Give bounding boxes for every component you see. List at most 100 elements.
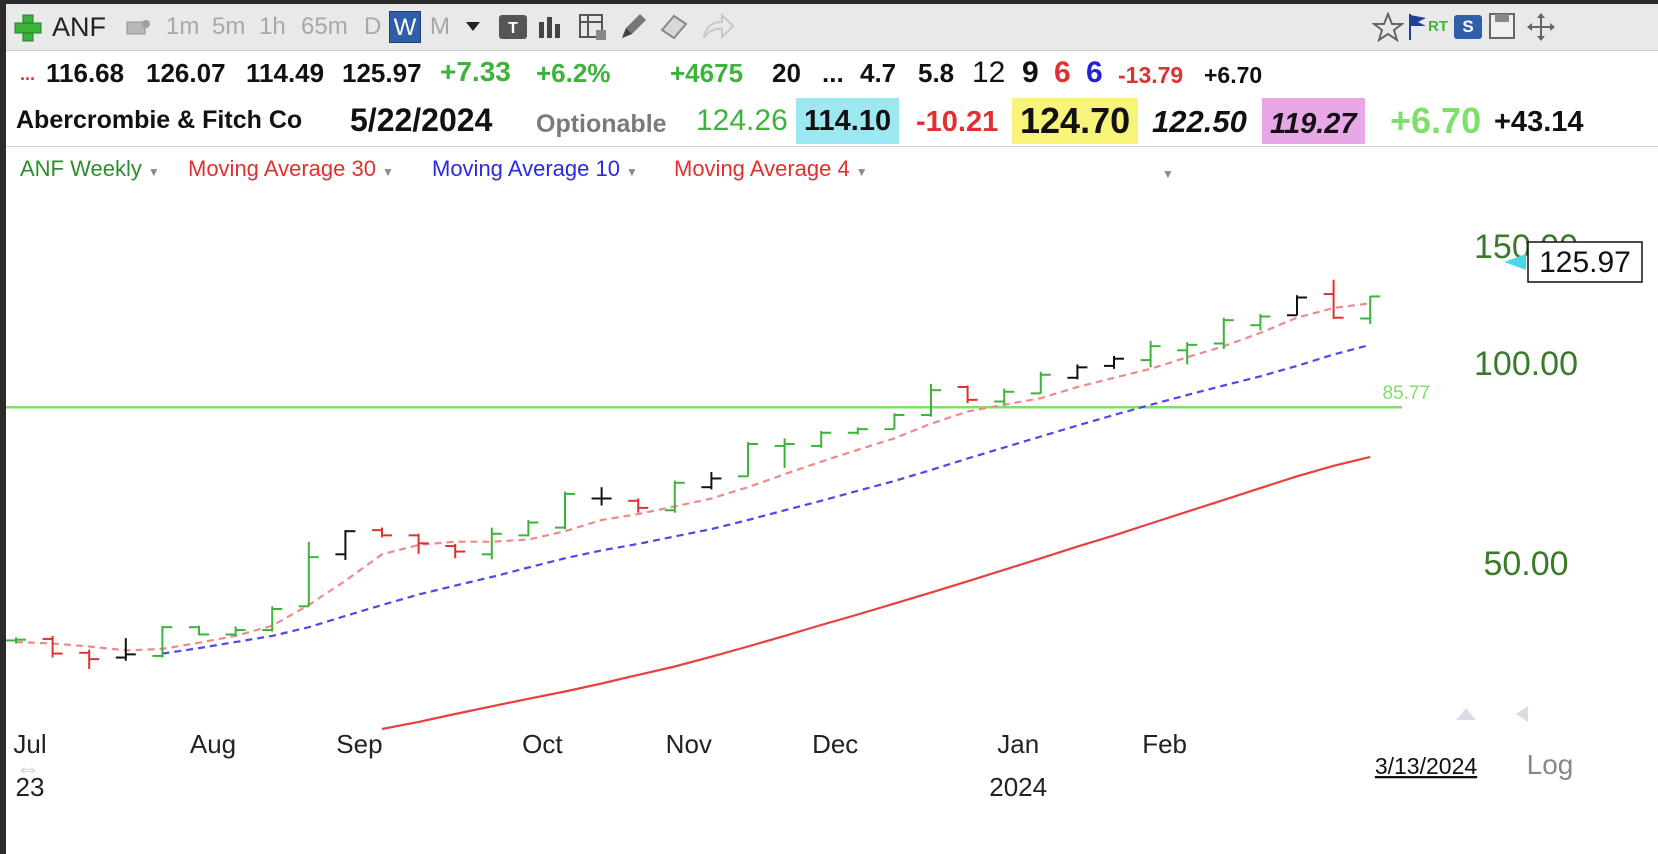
x-tick-label: Dec [812,729,858,759]
ohlc-bar [152,625,173,658]
bar-chart-icon[interactable] [536,14,566,40]
tool-icon[interactable] [124,16,152,40]
ohlc-bar [811,430,832,448]
pan-icon[interactable]: ⇔ [16,755,40,782]
quote-v3: 5.8 [918,58,955,88]
year-label: 23 [16,772,45,802]
study-ma4[interactable]: Moving Average 4 ▼ [674,156,868,182]
ohlc-bar [1030,371,1051,395]
move-icon[interactable] [1526,12,1556,42]
interval-1h[interactable]: 1h [259,13,286,40]
ohlc-bar [518,520,539,537]
ohlc-bar [1140,340,1161,368]
ohlc-bar [445,543,466,559]
quote-change-pct: +6.2% [536,58,611,88]
ohlc-bar [774,438,795,468]
chevron-down-icon[interactable] [464,20,482,34]
ohlc-bar [994,388,1015,405]
ohlc-bar [555,491,575,530]
hline-label: 85.77 [1382,383,1430,404]
ohlc-bar [189,625,209,636]
quote2-v7: +6.70 [1390,100,1482,141]
quote2-v4: 124.70 [1012,98,1139,144]
ohlc-bar [6,637,26,644]
quote-row-1: ... 116.68 126.07 114.49 125.97 +7.33 +6… [6,52,1658,98]
text-icon[interactable]: T [498,14,528,40]
x-tick-label: Nov [666,729,712,759]
ohlc-bar [738,442,758,478]
ohlc-bar [79,649,100,669]
study-ma30[interactable]: Moving Average 30 ▼ [188,156,394,182]
chart-marks [6,279,1402,730]
interval-5m[interactable]: 5m [212,13,246,40]
ohlc-bar [298,541,319,608]
y-tick-label: 100.00 [1474,345,1578,383]
ohlc-bar [408,533,429,554]
ohlc-bar [1067,364,1088,380]
x-tick-label: Jan [997,729,1039,759]
study-anf-weekly-label: ANF Weekly [20,156,142,181]
optionable-label: Optionable [536,110,667,138]
quote-close: 125.97 [342,58,422,88]
last-price-box [1527,241,1643,283]
interval-w[interactable]: W [389,11,421,43]
x-tick-label: Oct [522,729,563,759]
log-toggle[interactable]: Log [1527,749,1574,780]
ohlc-bar [591,487,612,506]
chevron-down-icon[interactable]: ▼ [147,165,160,179]
x-tick-label: Jul [13,729,46,759]
last-price-arrow [1504,254,1526,270]
ohlc-bar [957,385,978,404]
save-icon[interactable] [1488,12,1518,42]
pencil-icon[interactable] [618,12,648,42]
ohlc-bar [628,498,649,513]
ohlc-bar [115,638,136,661]
ohlc-bar [1177,342,1198,365]
chevron-down-icon[interactable]: ▼ [855,165,868,179]
quote-v7: 6 [1086,56,1103,89]
ohlc-bar [1213,317,1234,349]
ohlc-bar [225,626,246,636]
rt-icon[interactable]: RT [1428,18,1448,35]
interval-m[interactable]: M [430,13,450,40]
symbol-input[interactable]: ANF [52,12,106,42]
chevron-down-icon[interactable]: ▼ [1162,167,1174,181]
interval-65m[interactable]: 65m [301,13,348,40]
study-ma10[interactable]: Moving Average 10 ▼ [432,156,638,182]
flag-icon[interactable] [1406,12,1430,42]
study-anf-weekly[interactable]: ANF Weekly ▼ [20,156,160,182]
window-border-top [0,0,1658,4]
ohlc-bar [262,606,283,632]
table-icon[interactable] [578,12,608,42]
ohlc-bar [42,635,63,658]
quote-change: +7.33 [440,56,511,87]
share-arrow-icon[interactable] [700,12,736,42]
svg-text:T: T [508,20,518,37]
scroll-left-icon[interactable] [1516,706,1528,722]
chevron-down-icon[interactable]: ▼ [381,165,394,179]
ohlc-bar [1287,295,1307,317]
ohlc-bar [1360,295,1381,324]
star-icon[interactable] [1372,12,1404,42]
x-tick-label: Feb [1142,729,1187,759]
eraser-icon[interactable] [658,12,690,42]
add-symbol-icon[interactable] [14,14,42,42]
window-border-left [0,0,6,854]
study-ma4-label: Moving Average 4 [674,156,850,181]
quote-date: 5/22/2024 [350,102,493,138]
ma4-line [15,302,1371,652]
ohlc-bar [1323,279,1344,319]
ohlc-bar [664,480,685,513]
date-label[interactable]: 3/13/2024 [1375,753,1478,779]
ohlc-bar [921,383,941,417]
interval-d[interactable]: D [364,13,382,40]
chevron-down-icon[interactable]: ▼ [625,165,638,179]
s-icon[interactable]: S [1454,15,1482,39]
y-tick-label: 50.00 [1483,545,1568,583]
ma30-line [381,455,1371,730]
quote-v1: 20 [772,58,801,88]
interval-1m[interactable]: 1m [166,13,200,40]
scroll-up-icon[interactable] [1456,708,1476,720]
